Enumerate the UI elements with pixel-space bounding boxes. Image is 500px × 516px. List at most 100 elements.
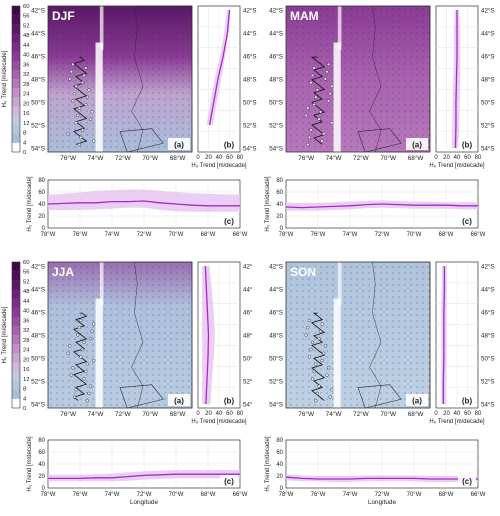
profile-x-tick: 20 (443, 411, 450, 417)
profile-lat-tick: 44°S (243, 31, 256, 38)
island (322, 351, 326, 355)
island (320, 358, 324, 363)
colorbar-swatch (12, 142, 20, 153)
colorbar-tick: 32 (23, 328, 29, 334)
profile-x-tick: 60 (226, 155, 233, 161)
colorbar-swatch (12, 15, 20, 25)
label-box (220, 394, 238, 406)
island (76, 333, 80, 337)
profile-xlabel: H₀ Trend [m/decade] (429, 419, 485, 425)
panel-label-c: (c) (462, 477, 472, 486)
profile-lat-tick: 48°S (481, 77, 494, 84)
label-box (406, 138, 428, 150)
profile-lat-tick: 54°S (243, 146, 256, 153)
lat-tick: 46°S (269, 53, 283, 61)
island (92, 358, 96, 363)
island (317, 384, 321, 388)
island (304, 333, 308, 337)
island (317, 117, 321, 121)
series-x-tick: 76°W (73, 232, 88, 238)
series-y-tick: 20 (276, 214, 283, 220)
colorbar-label: H₀ Trend [m/decade] (1, 50, 8, 107)
colorbar-swatch (12, 106, 20, 116)
island (330, 84, 334, 88)
lat-tick: 48°S (31, 332, 45, 340)
profile-xlabel: H₀ Trend [m/decade] (191, 163, 247, 169)
series-x-tick: 66°W (233, 232, 248, 238)
colorbar-swatch (12, 298, 20, 308)
island (317, 337, 321, 341)
colorbar-swatch (12, 398, 20, 409)
lon-tick: 70°W (380, 154, 397, 162)
island (74, 388, 78, 392)
island (314, 95, 318, 99)
season-label: JJA (52, 265, 74, 279)
colorbar-tick: 48 (23, 33, 29, 39)
island (323, 77, 327, 81)
label-box (458, 138, 476, 150)
colorbar-tick: 52 (23, 279, 29, 285)
island (310, 377, 315, 381)
profile-lat-tick: 42°S (481, 264, 494, 271)
profile-band (206, 10, 231, 125)
island (325, 70, 329, 74)
profile-x-tick: 0 (434, 411, 438, 417)
colorbar-swatch (12, 262, 20, 272)
profile-x-tick: 40 (454, 411, 461, 417)
colorbar-swatch (12, 289, 20, 299)
series-x-tick: 70°W (407, 492, 422, 498)
profile-line (204, 265, 210, 405)
series-x-tick: 74°W (105, 232, 120, 238)
series-y-tick: 20 (38, 214, 45, 220)
series-x-tick: 66°W (233, 492, 248, 498)
profile-xlabel: H₀ Trend [m/decade] (191, 419, 247, 425)
lat-tick: 48°S (269, 332, 283, 340)
series-y-tick: 0 (42, 226, 46, 232)
colorbar-tick: 0 (23, 406, 26, 412)
colorbar-swatch (12, 380, 20, 391)
map-panel: 42°S 44°S 46°S 48°S 50°S 52°S 54°S 76°W 74°W 72°W… (31, 261, 193, 418)
island (72, 395, 77, 399)
island (328, 91, 332, 96)
profile-lat-tick: 44° (243, 287, 253, 294)
island (326, 62, 331, 66)
profile-lat-tick: 52°S (243, 123, 256, 130)
colorbar-tick: 28 (23, 82, 29, 88)
island (68, 77, 72, 81)
island (88, 337, 93, 341)
island (72, 91, 77, 96)
island (326, 366, 331, 370)
lat-tick: 42°S (31, 263, 45, 271)
island (71, 99, 75, 103)
series-x-tick: 78°W (41, 232, 56, 238)
series-line (48, 473, 240, 480)
profile-lat-tick: 42°S (481, 8, 494, 15)
label-box (458, 394, 476, 406)
lat-tick: 48°S (269, 76, 283, 84)
island (79, 135, 83, 139)
profile-lat-tick: 44°S (481, 287, 494, 294)
island (320, 322, 324, 326)
profile-lat-tick: 48° (243, 333, 253, 340)
profile-panel: 42°S 44°S 46°S 48°S 50°S 52°S 54°S 0 20 40 60 80 H₀ … (429, 261, 494, 425)
island (80, 81, 85, 85)
map-frame (47, 5, 193, 153)
lon-tick: 76°W (60, 154, 77, 162)
island (90, 329, 94, 333)
island (312, 66, 316, 70)
colorbar-swatch (12, 69, 20, 80)
colorbar-frame (11, 261, 21, 409)
island (69, 373, 73, 377)
tierra-del-fuego (119, 128, 164, 153)
profile-x-tick: 60 (464, 155, 471, 161)
lat-tick: 50°S (269, 355, 283, 363)
series-x-tick: 76°W (311, 232, 326, 238)
series-y-tick: 60 (38, 450, 45, 456)
colorbar-tick: 16 (23, 367, 29, 373)
island (82, 377, 86, 381)
lon-tick: 68°W (170, 410, 187, 418)
island (328, 395, 332, 399)
lon-tick: 74°W (88, 154, 105, 162)
colorbar-tick: 16 (23, 111, 29, 117)
